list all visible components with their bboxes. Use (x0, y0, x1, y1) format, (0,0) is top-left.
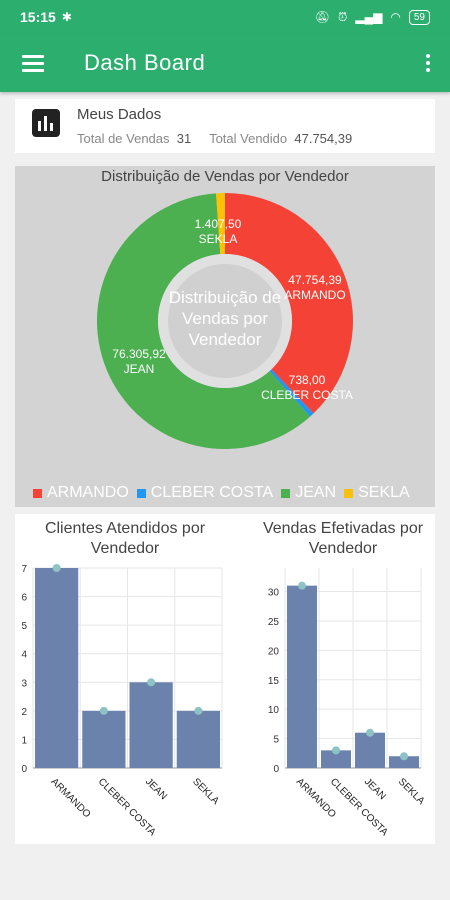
total-sales-label: Total de Vendas (77, 131, 170, 146)
legend-item-sekla: SEKLA (344, 484, 410, 502)
y-tick-label: 5 (273, 735, 279, 746)
y-tick-label: 25 (268, 617, 280, 628)
my-data-heading: Meus Dados (77, 106, 162, 123)
my-data-summary: Total de Vendas 31 Total Vendido 47.754,… (77, 131, 352, 146)
bluetooth-icon: ✱ (61, 10, 72, 24)
pie-category-label-armando: ARMANDO (284, 288, 345, 302)
status-time: 15:15 (20, 9, 56, 25)
legend-item-armando: ARMANDO (33, 484, 129, 502)
bar-marker-jean (366, 728, 374, 737)
y-tick-label: 4 (21, 650, 27, 661)
sales-chart-title: Vendas Efetivadas por Vendedor (262, 520, 424, 557)
alarm-icon: ⏰︎ (338, 9, 348, 24)
mute-icon: 🔕︎ (314, 10, 331, 24)
pie-category-label-jean: JEAN (124, 362, 155, 376)
y-tick-label: 10 (268, 705, 280, 716)
legend-swatch (33, 488, 42, 498)
pie-category-label-cleber-costa: CLEBER COSTA (261, 388, 353, 402)
bar-sekla[interactable] (389, 756, 419, 768)
y-tick-label: 0 (273, 764, 279, 775)
legend-item-cleber-costa: CLEBER COSTA (136, 484, 274, 502)
bar-marker-sekla (400, 752, 408, 761)
legend-label: CLEBER COSTA (150, 484, 274, 501)
bar-jean[interactable] (355, 732, 385, 768)
sales-distribution-chart: Distribuição de Vendas por Vendedor Dist… (15, 166, 435, 507)
wifi-icon: ◠ (390, 10, 401, 24)
pie-chart-title: Distribuição de Vendas por Vendedor (101, 168, 349, 185)
pie-value-label-armando: 47.754,39 (288, 273, 342, 287)
legend-label: SEKLA (358, 484, 410, 501)
bar-sekla[interactable] (176, 710, 220, 768)
bar-armando[interactable] (287, 585, 317, 768)
my-data-card: Meus Dados Total de Vendas 31 Total Vend… (15, 99, 435, 153)
y-tick-label: 7 (21, 564, 27, 575)
pie-slice-sekla[interactable] (216, 193, 225, 255)
total-sales-value: 31 (176, 131, 192, 146)
donut-hole (158, 254, 292, 388)
signal-icon: ▂▄▆ (355, 10, 383, 24)
bar-marker-cleber-costa (99, 706, 108, 715)
more-options-icon[interactable] (426, 51, 432, 75)
status-icons: 🔕︎ ⏰︎ ▂▄▆ ◠ 59 (314, 9, 430, 25)
y-tick-label: 20 (268, 646, 280, 657)
donut-hole-ring (158, 254, 292, 388)
legend-swatch (281, 488, 291, 498)
legend-item-jean: JEAN (281, 484, 336, 502)
bar-marker-armando (298, 581, 306, 590)
pie-value-label-jean: 76.305,92 (112, 347, 166, 361)
pie-value-label-cleber-costa: 738,00 (289, 373, 326, 387)
x-tick-label-sekla: SEKLA (190, 776, 221, 807)
y-tick-label: 15 (268, 676, 280, 687)
bar-marker-cleber-costa (332, 746, 340, 755)
pie-legend: ARMANDO CLEBER COSTA JEAN SEKLA (33, 484, 410, 502)
bar-jean[interactable] (129, 682, 173, 768)
legend-label: JEAN (295, 484, 337, 501)
status-bar: 15:15 ✱ 🔕︎ ⏰︎ ▂▄▆ ◠ 59 (0, 0, 450, 34)
y-tick-label: 1 (21, 735, 27, 746)
y-tick-label: 3 (21, 678, 27, 689)
x-tick-label-jean: JEAN (362, 776, 388, 802)
bar-chart-icon (32, 109, 60, 137)
y-tick-label: 0 (21, 764, 27, 775)
pie-category-label-sekla: SEKLA (199, 232, 238, 246)
bar-marker-armando (52, 564, 61, 572)
pie-slice-armando[interactable] (225, 193, 353, 414)
legend-label: ARMANDO (47, 484, 129, 501)
app-bar: Dash Board (0, 34, 450, 92)
y-tick-label: 6 (21, 593, 27, 604)
legend-swatch (136, 488, 146, 498)
x-tick-label-cleber-costa: CLEBER COSTA (328, 776, 390, 838)
donut-center-text: Distribuição de Vendas por Vendedor (169, 288, 281, 349)
x-tick-label-sekla: SEKLA (396, 776, 427, 807)
x-tick-label-jean: JEAN (143, 776, 169, 802)
total-sold-value: 47.754,39 (294, 131, 353, 146)
total-sold-label: Total Vendido (209, 131, 288, 146)
y-tick-label: 5 (21, 621, 27, 632)
legend-swatch (344, 488, 354, 498)
menu-icon[interactable] (22, 51, 44, 76)
bar-cleber-costa[interactable] (82, 710, 126, 768)
pie-value-label-sekla: 1.407,50 (195, 217, 242, 231)
x-tick-label-armando: ARMANDO (49, 776, 93, 820)
battery-icon: 59 (408, 9, 430, 25)
pie-chart-svg: Distribuição de Vendas por Vendedor 47.754,… (96, 193, 353, 449)
bar-charts-card: Clientes Atendidos por Vendedor Vendas E… (15, 514, 435, 844)
pie-slice-cleber-costa[interactable] (269, 369, 314, 417)
y-tick-label: 30 (268, 588, 280, 599)
page-title: Dash Board (84, 50, 206, 75)
bar-marker-sekla (194, 706, 203, 715)
bar-marker-jean (147, 678, 156, 687)
pie-slice-jean[interactable] (96, 193, 311, 449)
bar-armando[interactable] (35, 568, 79, 768)
clients-chart-title: Clientes Atendidos por Vendedor (44, 520, 206, 557)
bar-cleber-costa[interactable] (321, 750, 351, 768)
y-tick-label: 2 (21, 707, 27, 718)
